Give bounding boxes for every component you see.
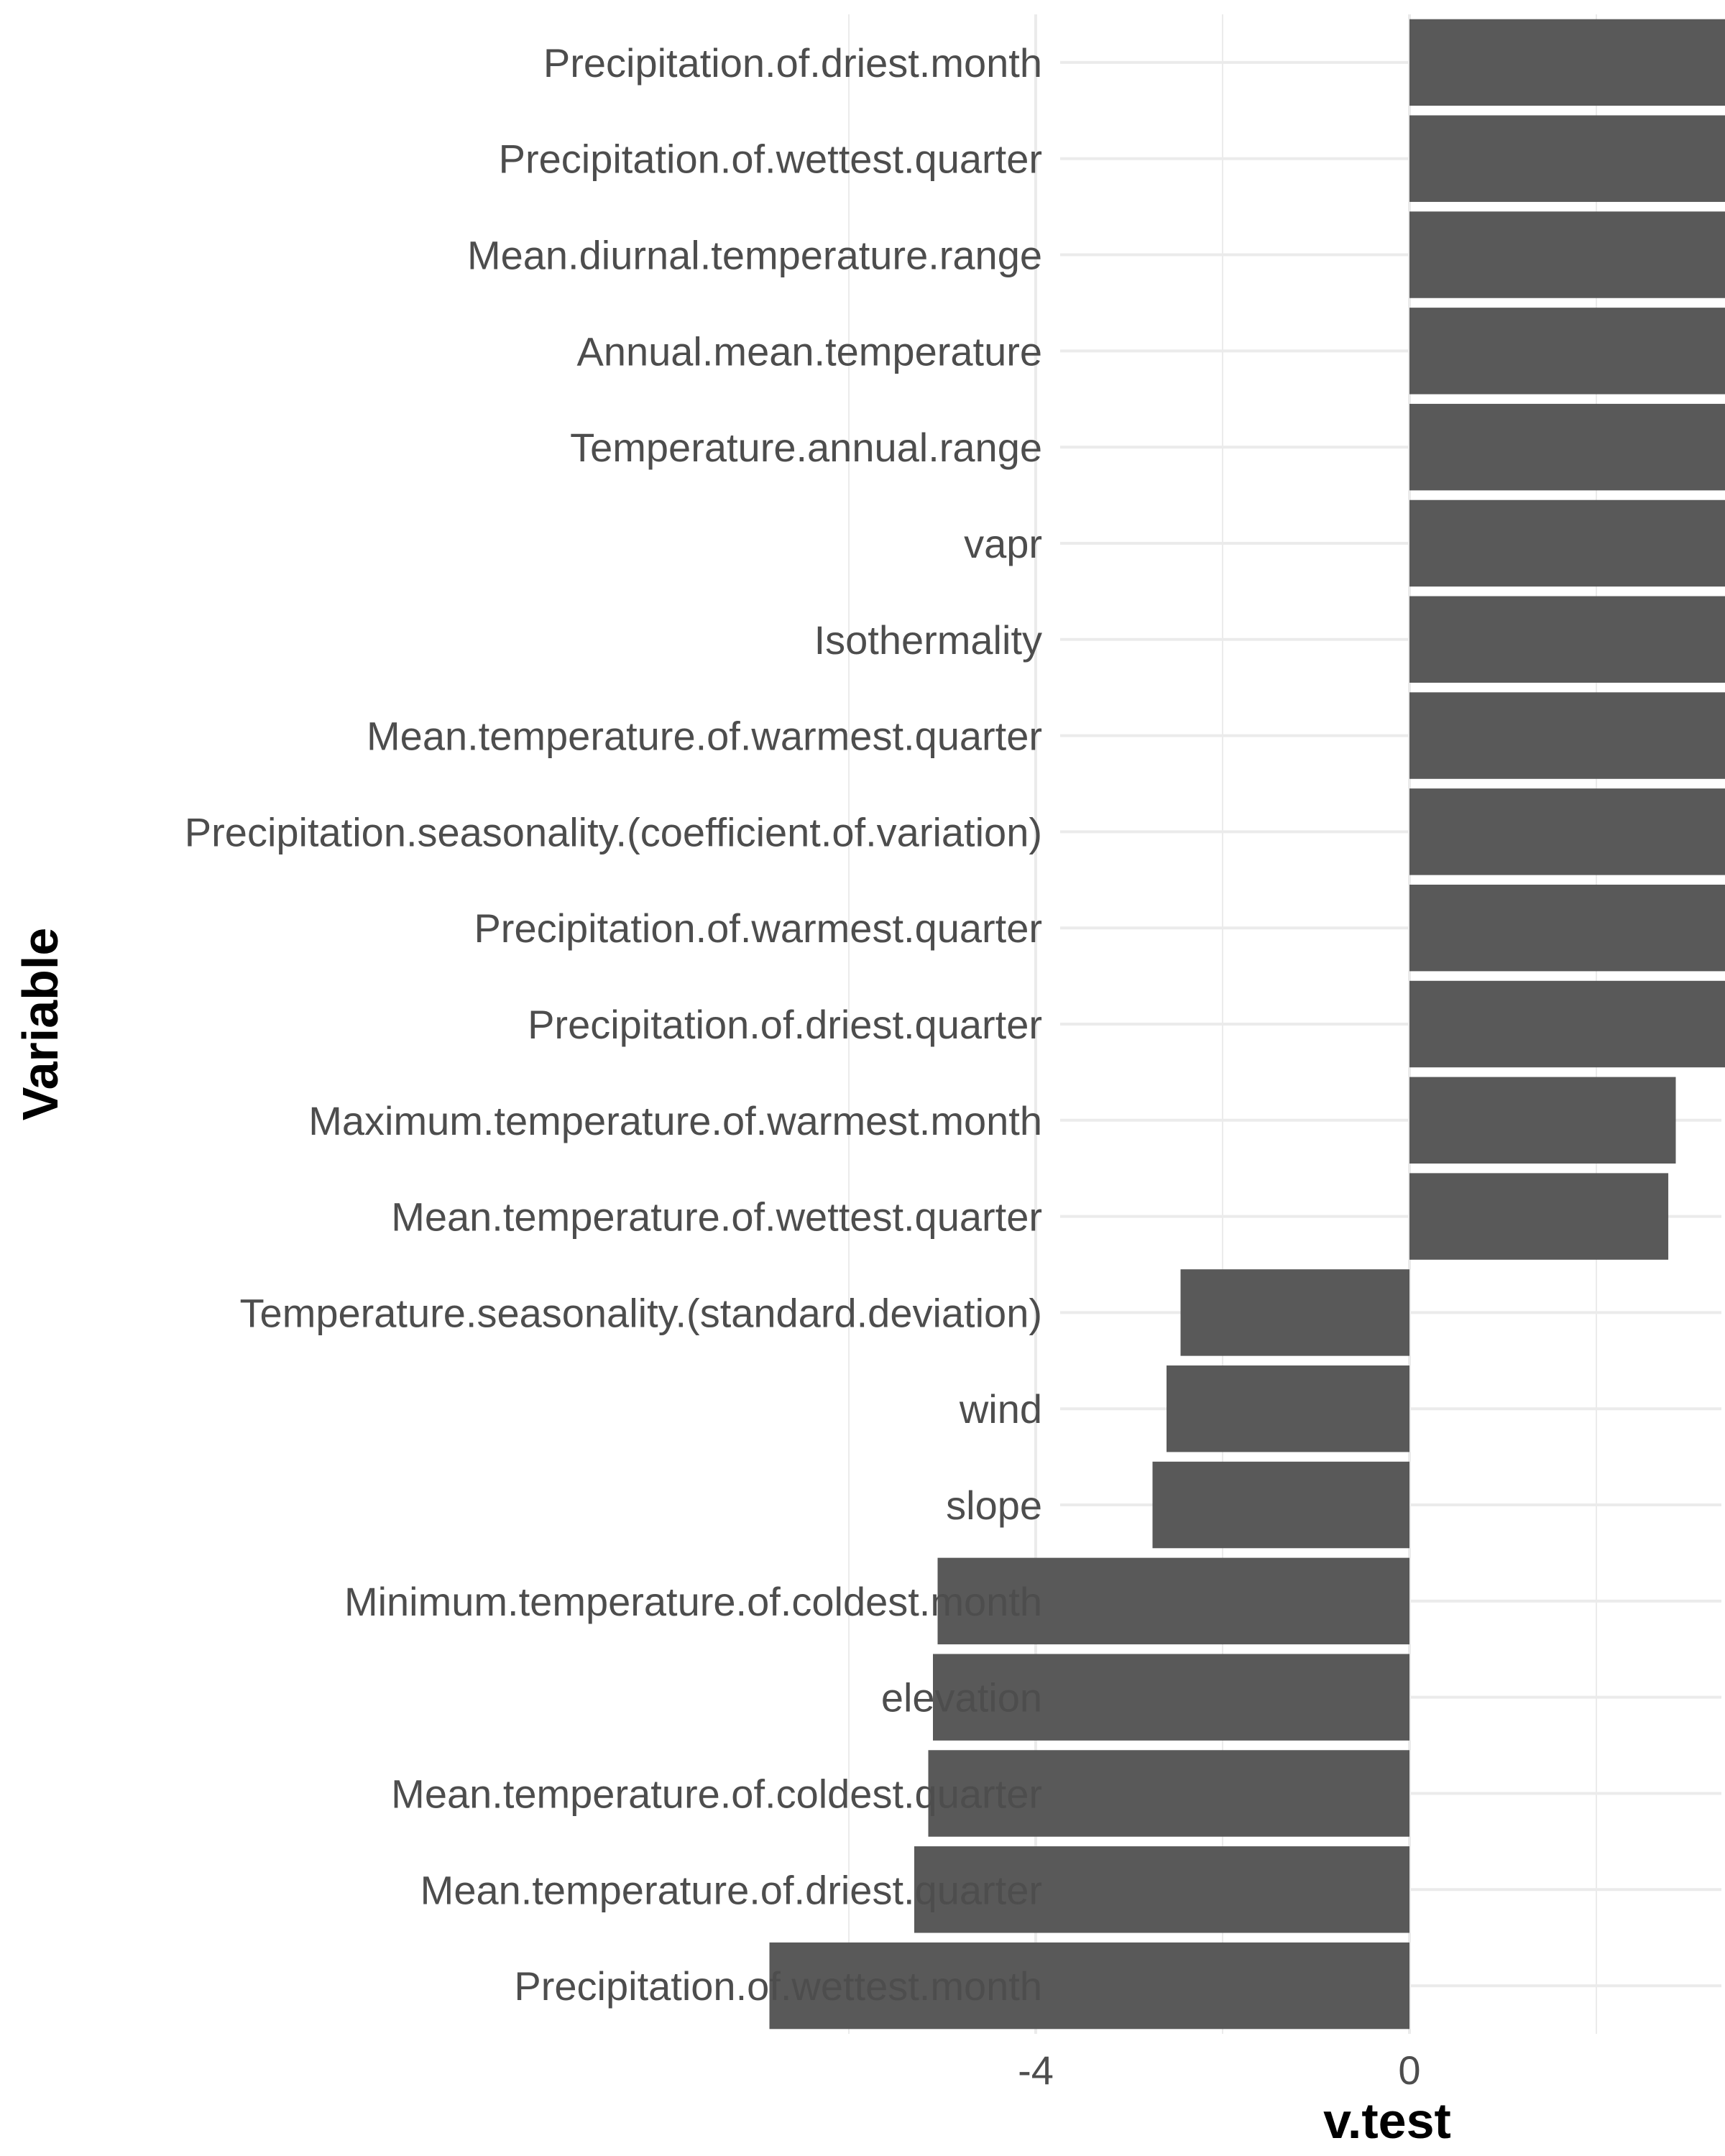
- y-tick-label: Temperature.annual.range: [570, 425, 1042, 470]
- bar: [1409, 788, 1725, 875]
- bar: [937, 1557, 1409, 1645]
- y-tick-label: Precipitation.of.driest.month: [543, 40, 1042, 86]
- y-tick-label: Precipitation.of.wettest.quarter: [499, 137, 1042, 182]
- bar: [1409, 1173, 1669, 1260]
- y-tick-label: Precipitation.of.wettest.month: [514, 1963, 1042, 2009]
- y-tick-label: Isothermality: [814, 617, 1042, 663]
- y-tick-label: Maximum.temperature.of.warmest.month: [308, 1098, 1042, 1143]
- bar: [1409, 211, 1725, 298]
- bar: [914, 1846, 1409, 1933]
- y-tick-label: Mean.temperature.of.wettest.quarter: [391, 1194, 1042, 1240]
- y-tick-label: wind: [959, 1386, 1042, 1432]
- y-tick-label: elevation: [881, 1675, 1042, 1720]
- bar: [1167, 1365, 1409, 1452]
- bar: [1409, 884, 1725, 972]
- y-tick-label: Mean.temperature.of.driest.quarter: [420, 1867, 1042, 1912]
- bars: [769, 19, 1725, 2030]
- y-tick-label: Minimum.temperature.of.coldest.month: [344, 1579, 1042, 1624]
- bar: [1409, 980, 1725, 1068]
- bar: [933, 1654, 1409, 1741]
- y-tick-label: Annual.mean.temperature: [577, 328, 1043, 374]
- bar: [1409, 403, 1725, 491]
- bar: [1409, 499, 1725, 587]
- bar: [1409, 19, 1725, 106]
- y-tick-label: Precipitation.seasonality.(coefficient.o…: [185, 809, 1042, 854]
- bar: [1180, 1269, 1409, 1356]
- x-axis-title: v.test: [1323, 2093, 1451, 2149]
- y-axis-tick-labels: Precipitation.of.driest.month Precipitati…: [185, 40, 1042, 2009]
- x-axis-tick-labels: -404: [1018, 2047, 1420, 2093]
- bar: [1409, 308, 1725, 395]
- y-tick-label: Mean.temperature.of.warmest.quarter: [367, 714, 1042, 759]
- x-tick-label: -4: [1018, 2047, 1054, 2093]
- bar: [1409, 115, 1725, 202]
- bar: [1409, 1077, 1676, 1164]
- y-tick-label: Precipitation.of.driest.quarter: [528, 1002, 1042, 1047]
- bar: [1409, 692, 1725, 779]
- bar: [1152, 1461, 1409, 1549]
- y-tick-label: Mean.diurnal.temperature.range: [467, 233, 1042, 278]
- y-tick-label: slope: [946, 1483, 1042, 1528]
- bar: [928, 1750, 1409, 1837]
- y-tick-label: vapr: [964, 521, 1042, 566]
- y-axis-title: Variable: [12, 928, 68, 1121]
- y-tick-label: Precipitation.of.warmest.quarter: [474, 906, 1042, 951]
- bar: [1409, 596, 1725, 683]
- x-tick-label: 0: [1398, 2047, 1420, 2093]
- bar: [769, 1942, 1409, 2030]
- y-tick-label: Mean.temperature.of.coldest.quarter: [391, 1771, 1042, 1816]
- y-tick-label: Temperature.seasonality.(standard.deviat…: [240, 1290, 1042, 1335]
